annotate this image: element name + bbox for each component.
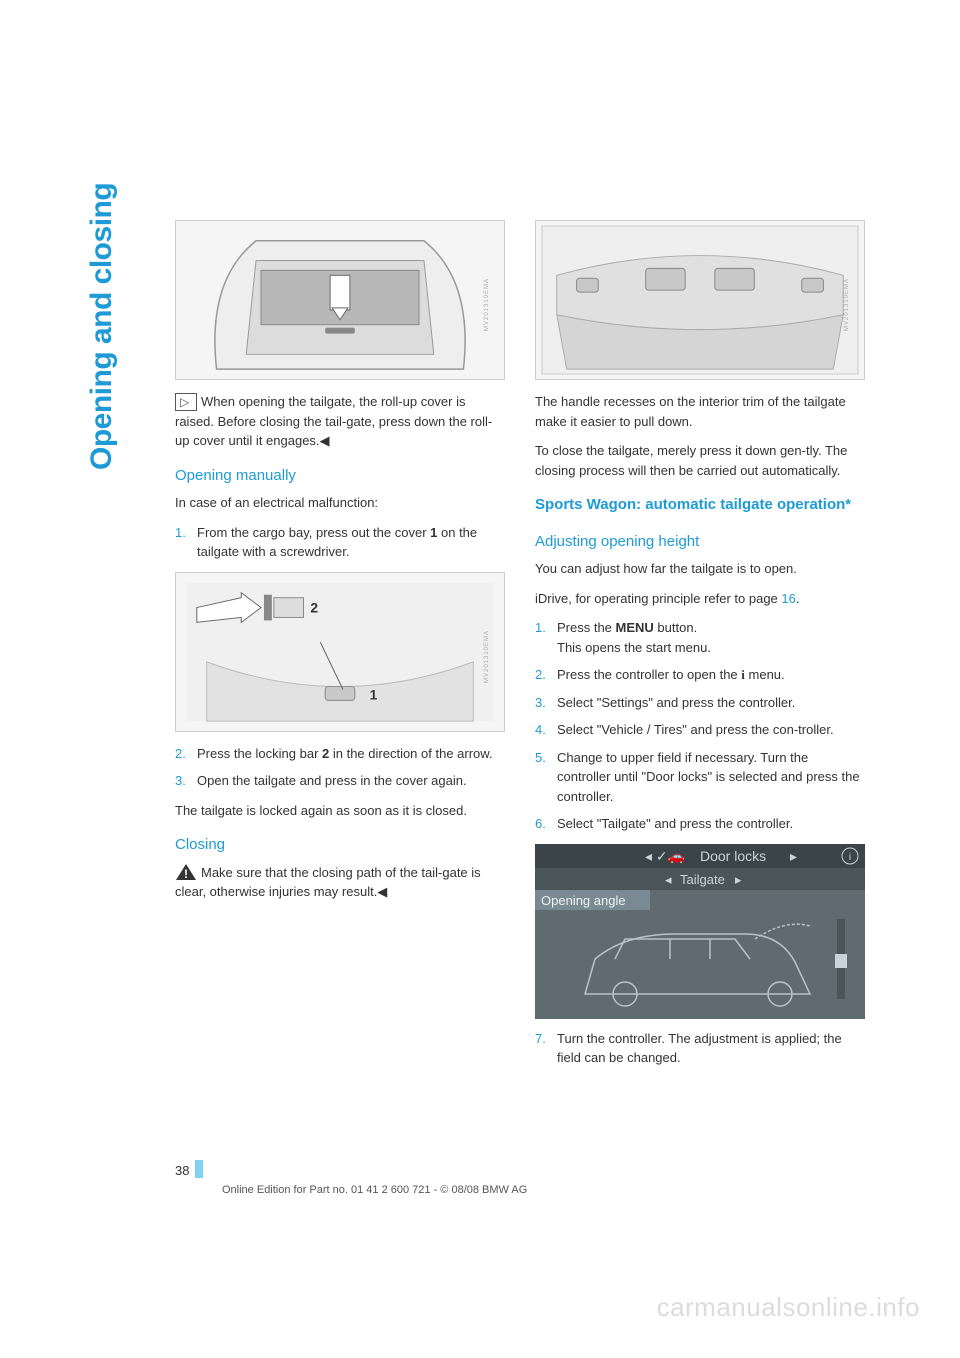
- list-item: 7. Turn the controller. The adjustment i…: [535, 1029, 865, 1068]
- step-number: 7.: [535, 1029, 546, 1049]
- illustration-code: MV201310EMA: [483, 629, 492, 682]
- step-number: 2.: [175, 744, 186, 764]
- text-locked-again: The tailgate is locked again as soon as …: [175, 801, 505, 821]
- list-item: 2. Press the controller to open the i me…: [535, 665, 865, 685]
- list-item: 1. From the cargo bay, press out the cov…: [175, 523, 505, 562]
- content-columns: MV201310EMA When opening the tailgate, t…: [175, 220, 865, 1078]
- text-close-press-down: To close the tailgate, merely press it d…: [535, 441, 865, 480]
- step-number: 3.: [535, 693, 546, 713]
- heading-sports-wagon: Sports Wagon: automatic tailgate operati…: [535, 494, 865, 517]
- right-column: MV201310EMA The handle recesses on the i…: [535, 220, 865, 1078]
- text-adjust-tailgate: You can adjust how far the tailgate is t…: [535, 559, 865, 579]
- step-number: 1.: [535, 618, 546, 638]
- list-item: 2. Press the locking bar 2 in the direct…: [175, 744, 505, 764]
- heading-adjusting-height: Adjusting opening height: [535, 531, 865, 554]
- list-item: 3. Open the tailgate and press in the co…: [175, 771, 505, 791]
- page-number-bar: [195, 1160, 203, 1178]
- svg-text:Opening angle: Opening angle: [541, 893, 626, 908]
- illustration-locking-bar: 1 2 MV201310EMA: [175, 572, 505, 732]
- list-manual-open-part2: 2. Press the locking bar 2 in the direct…: [175, 744, 505, 791]
- section-side-title: Opening and closing: [85, 183, 119, 470]
- text-handle-recesses: The handle recesses on the interior trim…: [535, 392, 865, 431]
- svg-text:Tailgate: Tailgate: [680, 872, 725, 887]
- warning-icon: !: [175, 863, 197, 881]
- step-number: 4.: [535, 720, 546, 740]
- list-manual-open-part1: 1. From the cargo bay, press out the cov…: [175, 523, 505, 562]
- step-number: 2.: [535, 665, 546, 685]
- step-number: 1.: [175, 523, 186, 543]
- heading-opening-manually: Opening manually: [175, 465, 505, 488]
- illustration-tailgate-handle: MV201310EMA: [535, 220, 865, 380]
- svg-text:i: i: [849, 852, 851, 863]
- svg-text:▸: ▸: [790, 848, 797, 864]
- heading-closing: Closing: [175, 834, 505, 857]
- warning-closing-path: ! Make sure that the closing path of the…: [175, 863, 505, 902]
- text-idrive-ref: iDrive, for operating principle refer to…: [535, 589, 865, 609]
- illustration-code: MV201310EMA: [483, 278, 492, 331]
- illustration-code: MV201310EMA: [843, 278, 852, 331]
- svg-text:▸: ▸: [735, 872, 742, 887]
- list-idrive-steps: 1. Press the MENU button. This opens the…: [535, 618, 865, 834]
- svg-text:Door locks: Door locks: [700, 848, 766, 864]
- list-idrive-step7: 7. Turn the controller. The adjustment i…: [535, 1029, 865, 1068]
- page-number: 38: [175, 1163, 195, 1178]
- list-item: 3. Select "Settings" and press the contr…: [535, 693, 865, 713]
- svg-text:2: 2: [310, 599, 318, 615]
- svg-text:1: 1: [370, 686, 378, 702]
- step-number: 5.: [535, 748, 546, 768]
- step-number: 6.: [535, 814, 546, 834]
- illustration-tailgate-rollup: MV201310EMA: [175, 220, 505, 380]
- watermark: carmanualsonline.info: [657, 1292, 920, 1323]
- svg-text:◂: ◂: [665, 872, 672, 887]
- left-column: MV201310EMA When opening the tailgate, t…: [175, 220, 505, 1078]
- idrive-screenshot: ◂ ✓🚗 Door locks ▸ i ◂ Tailgate ▸ Opening…: [535, 844, 865, 1019]
- text-electrical-malfunction: In case of an electrical malfunction:: [175, 493, 505, 513]
- list-item: 5. Change to upper field if necessary. T…: [535, 748, 865, 807]
- page-ref-link[interactable]: 16: [781, 591, 795, 606]
- info-icon: [175, 393, 197, 411]
- svg-text:◂ ✓🚗: ◂ ✓🚗: [645, 848, 685, 865]
- list-item: 1. Press the MENU button. This opens the…: [535, 618, 865, 657]
- note-rollup-cover: When opening the tailgate, the roll-up c…: [175, 392, 505, 451]
- svg-text:!: !: [184, 867, 188, 881]
- page: Opening and closing MV201310EMA When ope…: [0, 0, 960, 1358]
- step-number: 3.: [175, 771, 186, 791]
- list-item: 6. Select "Tailgate" and press the contr…: [535, 814, 865, 834]
- page-number-block: 38: [175, 1160, 203, 1178]
- edition-footer: Online Edition for Part no. 01 41 2 600 …: [222, 1184, 527, 1196]
- list-item: 4. Select "Vehicle / Tires" and press th…: [535, 720, 865, 740]
